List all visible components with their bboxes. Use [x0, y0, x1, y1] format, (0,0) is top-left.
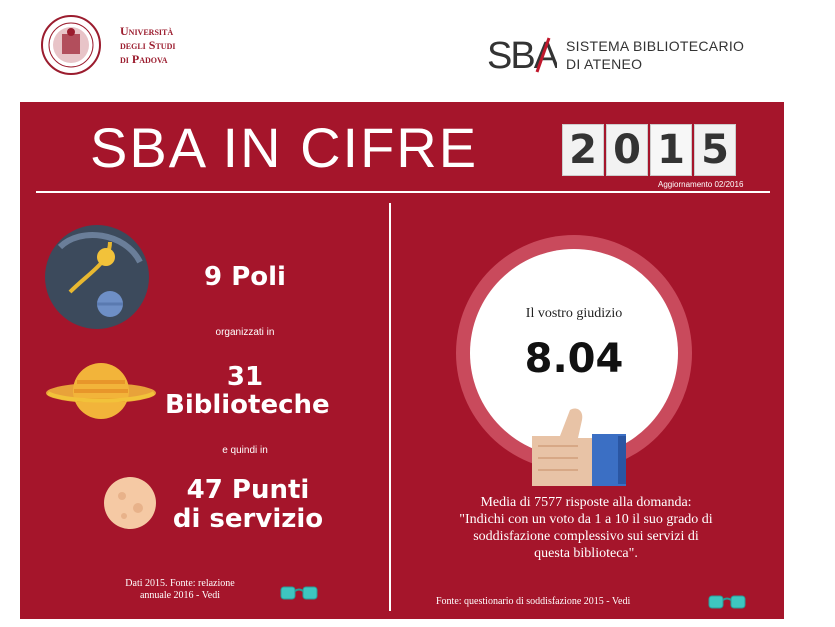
judgement-value: 8.04 [524, 336, 624, 382]
poli-stat: 9 Poli [204, 262, 286, 292]
year-digit-2: 0 [606, 124, 648, 176]
biblioteche-count: 31 [226, 362, 264, 392]
connector-text-1: organizzati in [215, 327, 275, 338]
year-digit-1: 2 [562, 124, 604, 176]
year-digit-4: 5 [694, 124, 736, 176]
left-source-line-1: Dati 2015. Fonte: relazione [125, 578, 235, 589]
judgement-label: Il vostro giudizio [525, 306, 623, 321]
survey-description: Media di 7577 risposte alla domanda: "In… [402, 494, 770, 562]
sba-logo-icon: SBA [487, 35, 557, 74]
left-source-line-2: annuale 2016 - Vedi [139, 590, 221, 601]
university-line-3: di Padova [120, 52, 168, 66]
biblioteche-label: Biblioteche [165, 390, 330, 420]
sba-name-line-1: SISTEMA BIBLIOTECARIO [566, 38, 745, 54]
right-source-note: Fonte: questionario di soddisfazione 201… [436, 596, 631, 607]
survey-desc-line-3: soddisfazione complessivo sui servizi di [473, 529, 699, 544]
connector-text-2: e quindi in [222, 445, 268, 456]
sba-logo-text: SBA [487, 35, 557, 74]
glasses-icon[interactable] [280, 585, 318, 601]
left-source-note: Dati 2015. Fonte: relazione annuale 2016… [90, 578, 270, 602]
moon-icon [104, 477, 156, 529]
glasses-icon[interactable] [708, 594, 746, 610]
university-seal-icon [41, 15, 101, 75]
year-digit-3: 1 [650, 124, 692, 176]
survey-desc-line-4: questa biblioteca". [534, 546, 638, 561]
vertical-divider [389, 203, 391, 611]
sba-name-line-2: DI ATENEO [566, 56, 643, 72]
university-name: Università degli Studi di Padova [120, 24, 175, 66]
saturn-icon [46, 363, 156, 419]
punti-line-1: 47 Punti [186, 475, 310, 505]
update-note: Aggiornamento 02/2016 [658, 180, 744, 189]
planet-blue-icon [45, 225, 149, 329]
horizontal-divider [36, 191, 770, 193]
university-line-1: Università [120, 24, 174, 38]
thumbs-up-icon [532, 408, 626, 486]
sba-name: SISTEMA BIBLIOTECARIO DI ATENEO [566, 37, 744, 73]
survey-desc-line-1: Media di 7577 risposte alla domanda: [480, 495, 692, 510]
university-line-2: degli Studi [120, 38, 176, 52]
punti-line-2: di servizio [172, 504, 324, 534]
infographic-title: SBA IN CIFRE [90, 116, 479, 179]
survey-desc-line-2: "Indichi con un voto da 1 a 10 il suo gr… [459, 512, 713, 527]
